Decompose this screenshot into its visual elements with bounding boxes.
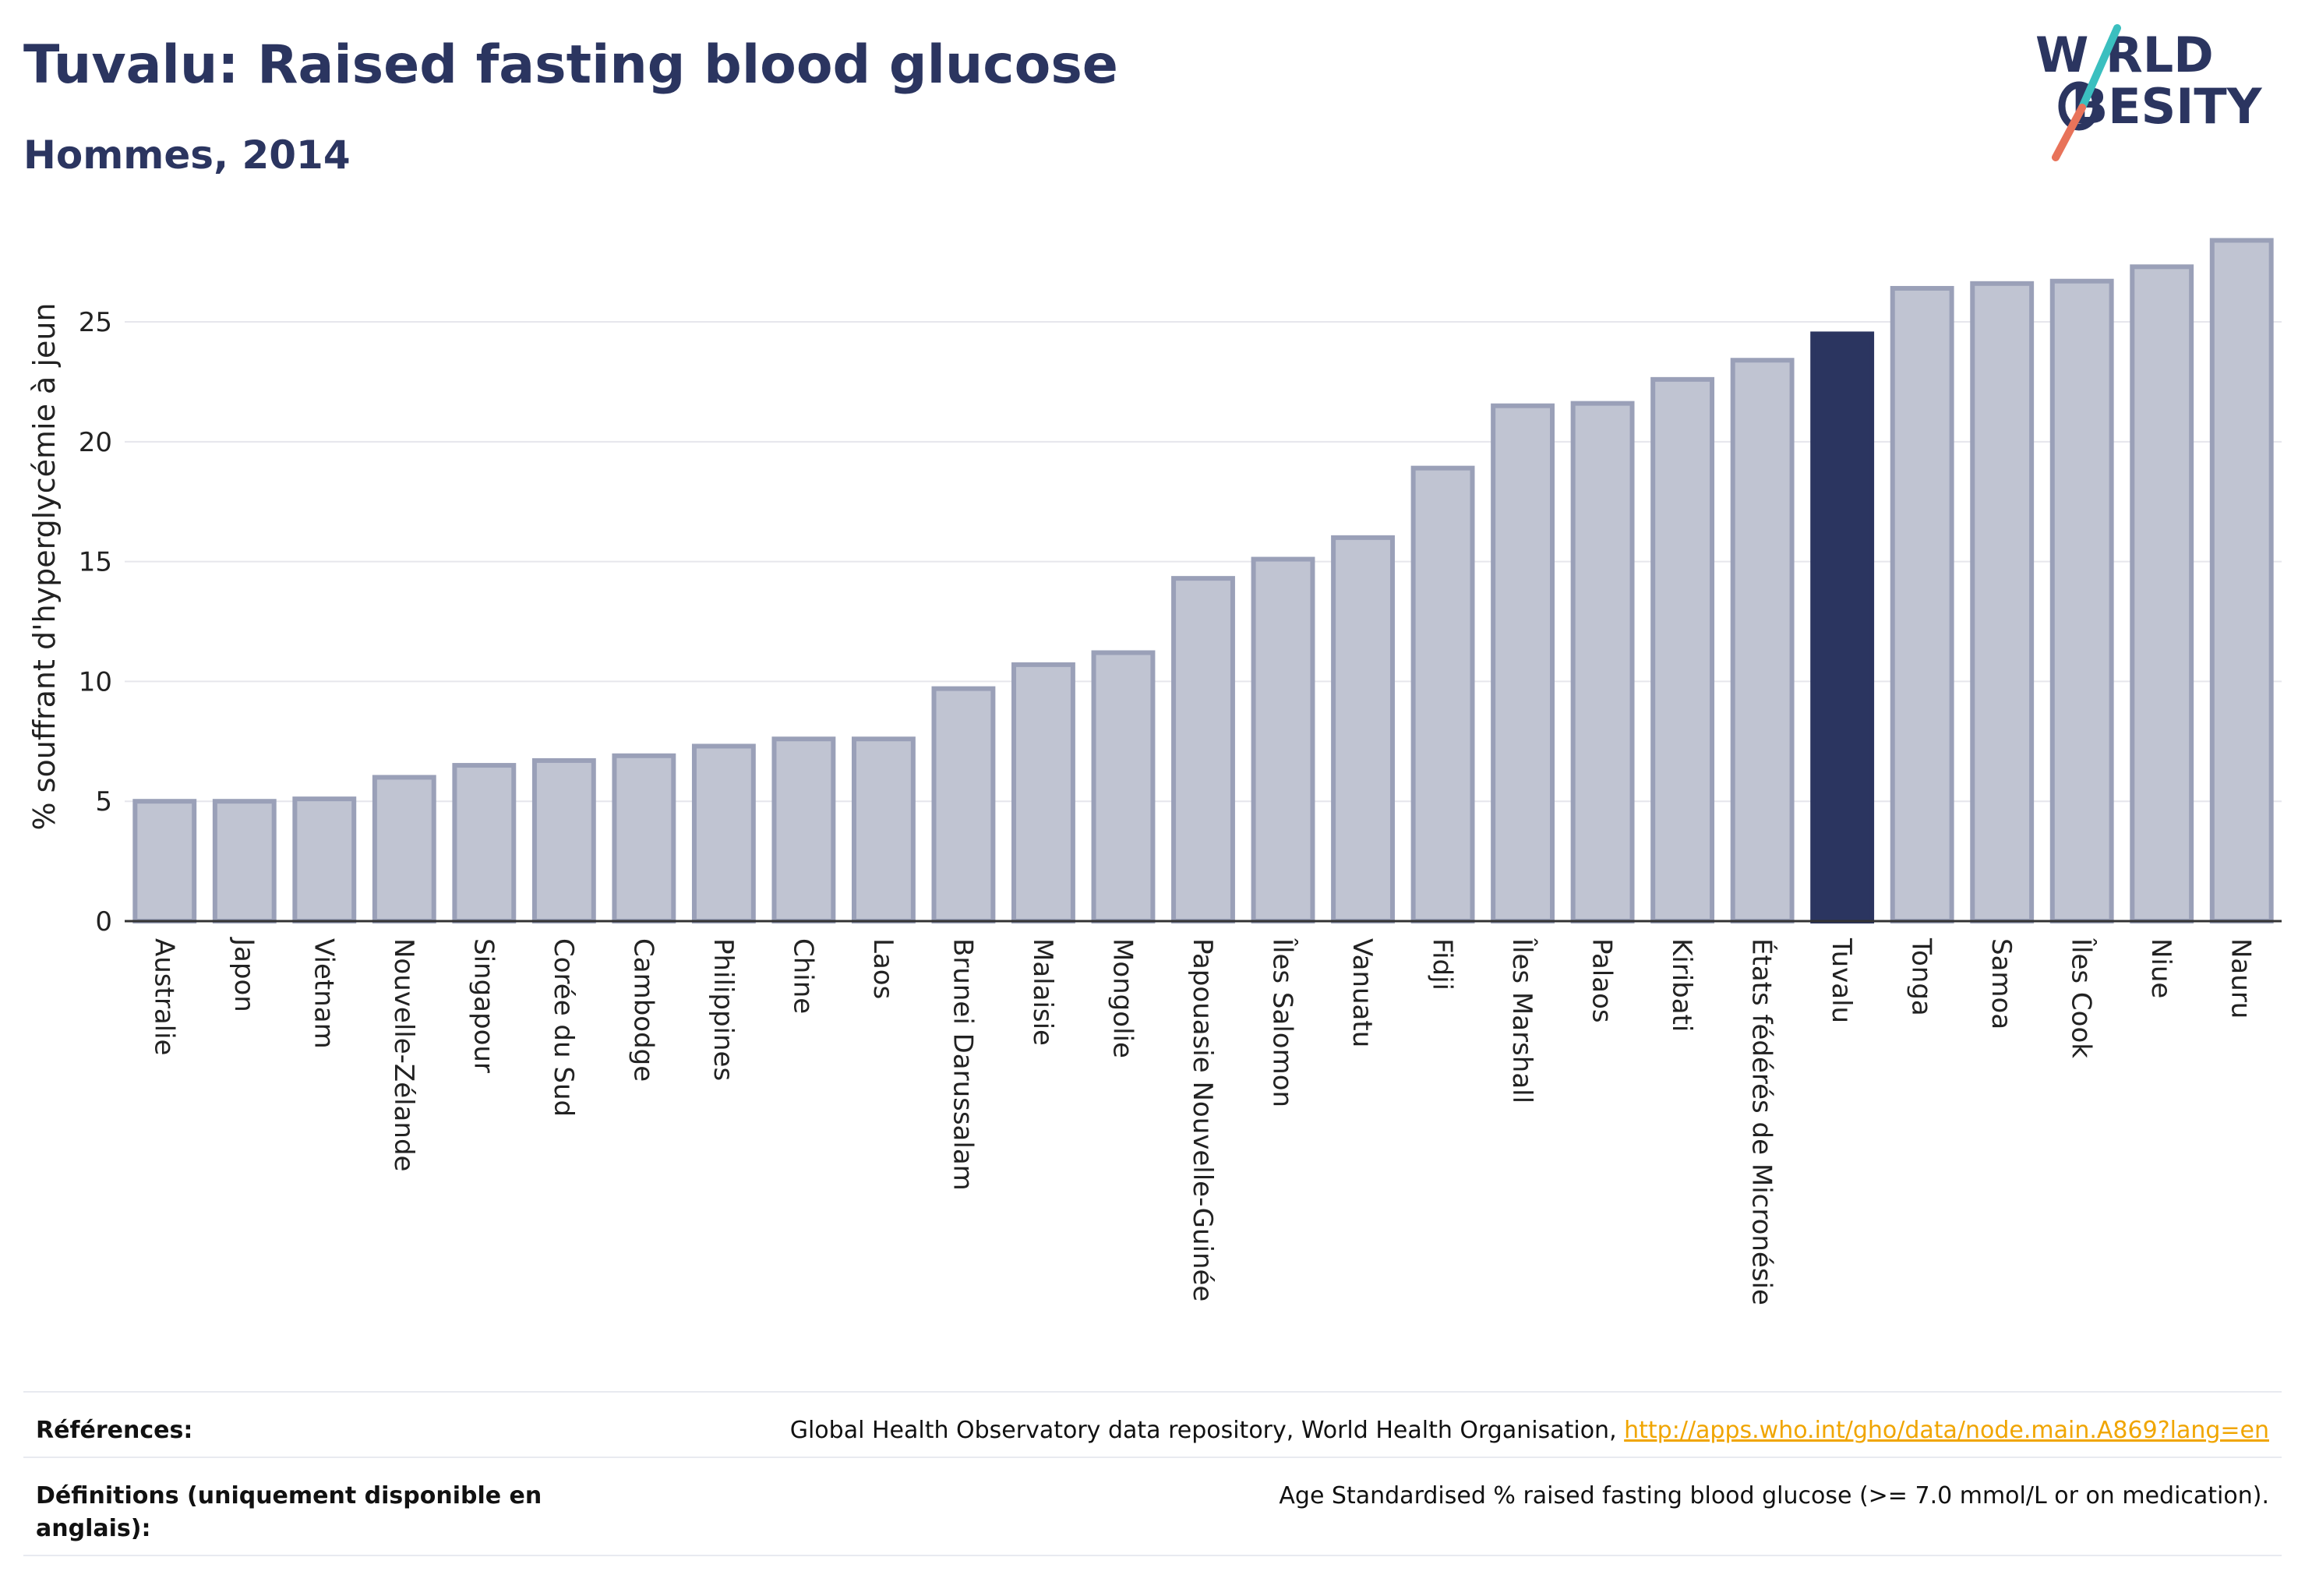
- x-tick-label: Brunei Darussalam: [947, 938, 978, 1191]
- x-tick-label: Îles Salomon: [1267, 937, 1299, 1107]
- y-tick-label: 5: [95, 786, 112, 817]
- chart-title: Tuvalu: Raised fasting blood glucose: [23, 34, 1118, 96]
- x-tick-label: Vanuatu: [1347, 938, 1378, 1047]
- bar-6: [612, 753, 676, 923]
- x-tick-label: Vietnam: [308, 938, 339, 1049]
- definitions-label: Définitions (uniquement disponible en an…: [36, 1482, 542, 1542]
- footer: Références: Global Health Observatory da…: [23, 1391, 2282, 1556]
- bar-26: [2209, 238, 2274, 923]
- bar-12: [1091, 650, 1156, 923]
- bar-chart: 0 5 10 15 20 25 Australie Japon Vietnam Nouvelle…: [27, 238, 2282, 1305]
- bar-8: [771, 736, 836, 924]
- definitions-value: Age Standardised % raised fasting blood …: [1279, 1482, 2269, 1509]
- bar-17: [1491, 403, 1555, 923]
- references-label: Références:: [36, 1417, 193, 1444]
- chart-subtitle: Hommes, 2014: [23, 132, 351, 178]
- bar-15: [1331, 535, 1395, 923]
- y-tick-label: 10: [79, 666, 112, 697]
- logo-line-2: BESITY: [2071, 78, 2263, 135]
- y-axis-title: % souffrant d'hyperglycémie à jeun: [27, 302, 62, 830]
- bar-21: [1810, 331, 1875, 923]
- references-text: Global Health Observatory data repositor…: [789, 1417, 1625, 1444]
- bar-19: [1650, 376, 1715, 923]
- y-tick-label: 20: [79, 427, 112, 458]
- x-tick-label: Îles Cook: [2066, 937, 2098, 1058]
- x-tick-label: Mongolie: [1107, 938, 1138, 1058]
- x-tick-label: Fidji: [1427, 938, 1458, 990]
- bar-16: [1410, 465, 1475, 923]
- x-tick-label: Nouvelle-Zélande: [388, 938, 419, 1171]
- x-tick-label: Papouasie Nouvelle-Guinée: [1187, 938, 1218, 1301]
- x-tick-label: États fédérés de Micronésie: [1746, 938, 1778, 1305]
- bar-13: [1171, 576, 1235, 923]
- x-tick-label: Niue: [2145, 938, 2176, 998]
- bar-1: [212, 799, 277, 924]
- x-tick-label: Kiribati: [1666, 938, 1697, 1032]
- bar-4: [452, 763, 517, 923]
- x-tick-label: Îles Marshall: [1506, 937, 1538, 1103]
- bar-23: [1970, 281, 2035, 923]
- x-tick-label: Laos: [867, 938, 898, 999]
- definitions-row: Définitions (uniquement disponible en an…: [23, 1457, 2282, 1556]
- x-tick-label: Australie: [148, 938, 179, 1055]
- x-tick-label: Philippines: [708, 938, 739, 1081]
- world-obesity-logo: W RLD BESITY: [2035, 24, 2263, 161]
- x-tick-label: Chine: [787, 938, 818, 1014]
- bar-7: [691, 743, 756, 924]
- bar-10: [931, 686, 996, 923]
- x-tick-label: Japon: [228, 937, 259, 1012]
- x-tick-label: Malaisie: [1027, 938, 1058, 1046]
- bar-series: [132, 238, 2274, 924]
- references-value: Global Health Observatory data repositor…: [790, 1414, 2269, 1447]
- bar-14: [1251, 556, 1315, 923]
- x-tick-label: Corée du Sud: [548, 938, 579, 1117]
- x-tick-label: Palaos: [1587, 938, 1618, 1023]
- bar-5: [531, 757, 596, 923]
- bar-25: [2130, 264, 2194, 923]
- x-tick-label: Samoa: [1986, 938, 2017, 1029]
- y-tick-label: 15: [79, 547, 112, 578]
- logo-line-1: W RLD: [2035, 26, 2214, 83]
- x-tick-label: Tonga: [1906, 937, 1937, 1016]
- x-tick-label: Singapour: [468, 938, 499, 1073]
- bar-11: [1011, 662, 1075, 923]
- y-tick-label: 25: [79, 307, 112, 338]
- references-link[interactable]: http://apps.who.int/gho/data/node.main.A…: [1624, 1417, 2269, 1444]
- x-tick-labels: Australie Japon Vietnam Nouvelle-Zélande Sin…: [148, 937, 2256, 1305]
- bar-0: [132, 799, 197, 924]
- bar-2: [292, 796, 357, 923]
- references-row: Références: Global Health Observatory da…: [23, 1391, 2282, 1457]
- bar-22: [1890, 285, 1954, 923]
- y-tick-labels: 0 5 10 15 20 25: [79, 307, 112, 937]
- bar-20: [1730, 358, 1795, 923]
- bar-18: [1570, 401, 1635, 923]
- bar-9: [851, 736, 916, 924]
- bar-3: [372, 775, 436, 924]
- x-tick-label: Cambodge: [627, 938, 658, 1082]
- x-tick-label: Tuvalu: [1826, 937, 1857, 1023]
- x-tick-label: Nauru: [2226, 938, 2257, 1019]
- bar-24: [2049, 278, 2114, 924]
- y-tick-label: 0: [95, 906, 112, 937]
